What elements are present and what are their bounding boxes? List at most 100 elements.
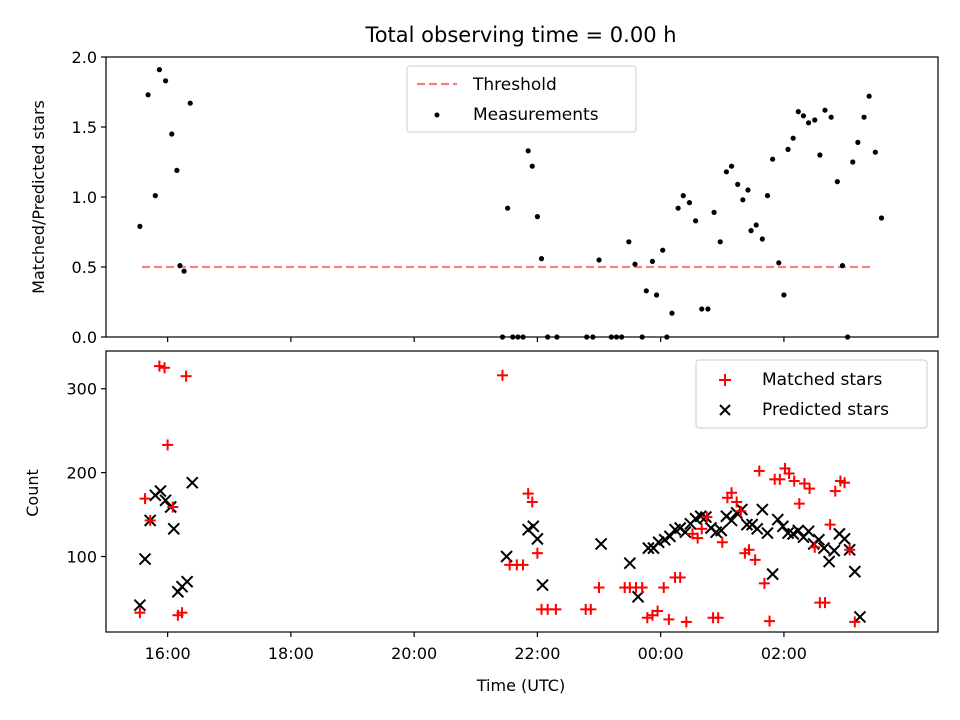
measurement-point bbox=[855, 139, 861, 145]
measurement-point bbox=[653, 292, 660, 298]
measurement-point bbox=[632, 261, 638, 267]
matched-star-marker bbox=[753, 465, 765, 477]
legend-threshold-label: Threshold bbox=[472, 75, 557, 95]
top-axes-frame bbox=[105, 56, 939, 338]
measurement-point bbox=[785, 146, 791, 152]
measurement-point bbox=[735, 181, 741, 187]
predicted-star-stroke bbox=[694, 510, 707, 523]
bottom-panel: Count Time (UTC) 100 200 300 16:00 18:00 20:… bbox=[23, 350, 939, 695]
predicted-star-marker bbox=[735, 503, 749, 516]
predicted-star-marker bbox=[740, 518, 754, 531]
measurement-point bbox=[745, 187, 751, 193]
bottom-y-tick-label: 300 bbox=[66, 380, 97, 399]
top-y-tick-label: 0.0 bbox=[72, 328, 97, 347]
measurement-point bbox=[626, 239, 632, 245]
predicted-star-stroke bbox=[663, 530, 677, 543]
measurement-point bbox=[505, 205, 511, 211]
legend-measurements-label: Measurements bbox=[473, 105, 599, 125]
top-y-tick-label: 0.5 bbox=[72, 258, 97, 277]
measurement-point bbox=[800, 113, 807, 119]
matched-star-marker bbox=[783, 467, 795, 479]
measurement-point bbox=[177, 263, 183, 269]
measurement-point bbox=[817, 152, 823, 158]
measurement-point bbox=[686, 200, 693, 206]
measurement-point bbox=[680, 193, 686, 199]
measurement-point bbox=[596, 257, 602, 263]
measurement-point bbox=[174, 167, 180, 173]
predicted-star-marker bbox=[167, 522, 180, 536]
matched-star-marker bbox=[726, 487, 738, 499]
predicted-points bbox=[133, 476, 867, 624]
predicted-star-marker bbox=[715, 524, 728, 537]
top-panel: Matched/Predicted stars 0.00.51.01.52.0 … bbox=[29, 48, 939, 347]
matched-star-marker bbox=[531, 547, 543, 559]
predicted-star-marker bbox=[631, 590, 645, 603]
matched-star-marker bbox=[743, 544, 755, 556]
bottom-x-tick-label: 20:00 bbox=[391, 644, 437, 663]
matched-star-marker bbox=[585, 603, 597, 615]
measurement-point bbox=[740, 197, 746, 203]
top-ylabel: Matched/Predicted stars bbox=[29, 100, 48, 294]
matched-star-marker bbox=[731, 496, 743, 508]
matched-star-marker bbox=[819, 597, 831, 609]
predicted-star-stroke bbox=[848, 565, 862, 578]
matched-star-marker bbox=[680, 616, 692, 628]
measurement-point bbox=[643, 288, 649, 294]
measurement-point bbox=[805, 120, 812, 126]
matched-star-marker bbox=[522, 488, 534, 500]
predicted-star-stroke bbox=[756, 503, 769, 516]
predicted-star-marker bbox=[159, 494, 172, 507]
measurement-point bbox=[692, 218, 699, 224]
predicted-star-stroke bbox=[186, 476, 199, 489]
matched-star-marker bbox=[735, 505, 747, 517]
predicted-star-marker bbox=[623, 557, 637, 570]
measurement-point bbox=[812, 117, 818, 123]
measurement-point bbox=[538, 256, 545, 262]
measurement-point bbox=[748, 228, 754, 234]
bottom-x-tick-label: 16:00 bbox=[145, 644, 191, 663]
matched-star-marker bbox=[804, 483, 816, 495]
legend-matched-swatch bbox=[719, 374, 731, 386]
measurement-point bbox=[822, 107, 828, 113]
bottom-x-tick-label: 00:00 bbox=[638, 644, 684, 663]
matched-star-marker bbox=[716, 536, 728, 548]
predicted-star-stroke bbox=[838, 532, 851, 546]
matched-star-marker bbox=[167, 501, 179, 513]
measurement-point bbox=[705, 306, 711, 312]
measurement-point bbox=[790, 135, 796, 141]
measurement-point bbox=[861, 114, 867, 120]
predicted-star-stroke bbox=[771, 513, 784, 526]
predicted-star-marker bbox=[138, 552, 152, 566]
top-x-ticks bbox=[167, 337, 785, 342]
matched-star-marker bbox=[712, 612, 724, 624]
matched-star-marker bbox=[824, 519, 836, 531]
bottom-ylabel: Count bbox=[23, 469, 42, 517]
matched-star-marker bbox=[849, 616, 861, 628]
predicted-star-stroke bbox=[802, 525, 815, 538]
matched-star-marker bbox=[159, 362, 171, 374]
matched-star-marker bbox=[176, 607, 188, 619]
measurement-point bbox=[795, 109, 801, 115]
bottom-y-tick-label: 100 bbox=[66, 548, 97, 567]
predicted-star-marker bbox=[802, 525, 815, 538]
measurement-point bbox=[529, 163, 535, 169]
legend-predicted-label: Predicted stars bbox=[762, 400, 889, 420]
predicted-star-marker bbox=[756, 503, 769, 516]
measurement-point bbox=[152, 193, 158, 199]
matched-star-marker bbox=[162, 439, 174, 451]
predicted-star-stroke bbox=[715, 524, 728, 537]
measurement-point bbox=[872, 149, 878, 155]
predicted-star-marker bbox=[822, 555, 836, 568]
matched-star-marker bbox=[758, 577, 770, 589]
predicted-star-marker bbox=[186, 476, 199, 489]
matched-star-marker bbox=[134, 607, 146, 619]
measurement-point bbox=[834, 179, 840, 185]
matched-star-marker bbox=[496, 369, 508, 381]
matched-star-marker bbox=[593, 582, 605, 594]
predicted-star-stroke bbox=[531, 532, 544, 546]
matched-star-marker bbox=[696, 523, 708, 535]
predicted-star-stroke bbox=[735, 503, 749, 516]
predicted-star-stroke bbox=[631, 590, 645, 603]
predicted-star-stroke bbox=[138, 552, 152, 566]
